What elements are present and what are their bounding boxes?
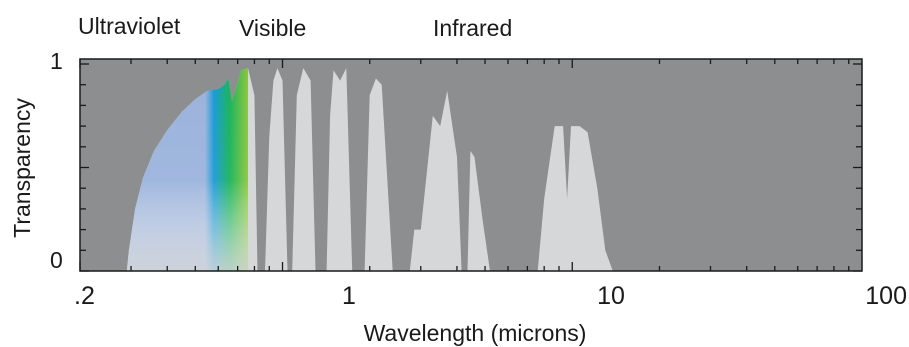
- x-tick-label-100: 100: [865, 282, 907, 310]
- band-label-infrared: Infrared: [433, 15, 512, 41]
- y-tick-label-0: 0: [50, 247, 63, 273]
- axis-ticks: [79, 59, 862, 272]
- y-tick-label-1: 1: [50, 48, 63, 74]
- x-tick-label-0.2: .2: [74, 282, 95, 310]
- transmission-series-area: [126, 68, 613, 271]
- x-axis-label: Wavelength (microns): [364, 320, 587, 346]
- x-tick-label-10: 10: [597, 282, 625, 310]
- visible-spectrum-fade: [126, 68, 248, 271]
- band-label-ultraviolet: Ultraviolet: [78, 13, 181, 39]
- x-tick-label-1: 1: [342, 282, 356, 310]
- y-axis-label: Transparency: [9, 98, 35, 238]
- band-label-visible: Visible: [239, 15, 306, 41]
- plot-frame: [79, 58, 863, 272]
